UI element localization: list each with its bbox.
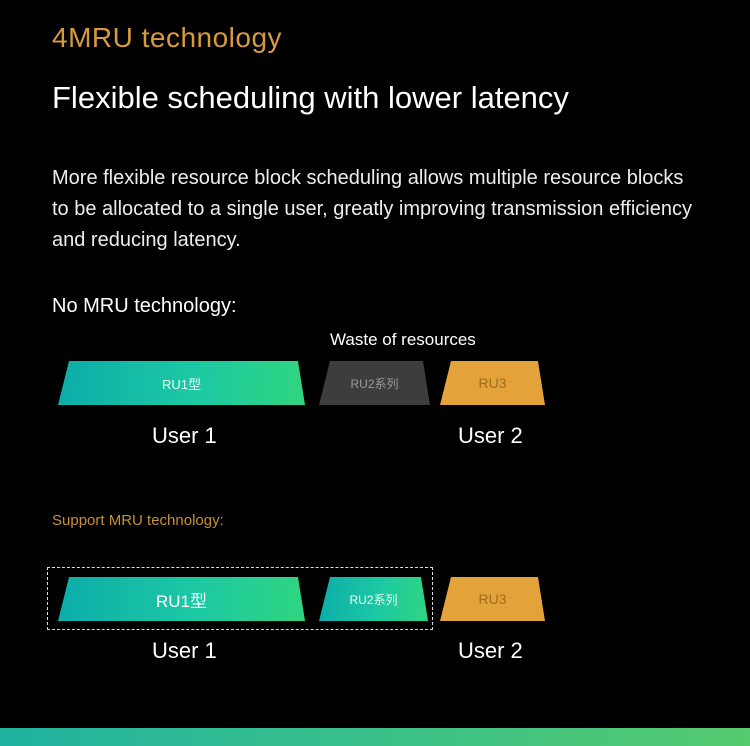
block-ru1-label: RU1型 [161, 376, 201, 392]
support-mru-label: Support MRU technology: [52, 512, 224, 529]
no-mru-label: No MRU technology: [52, 295, 237, 317]
block-ru3-label: RU3 [478, 591, 507, 607]
intro-paragraph: More flexible resource block scheduling … [52, 167, 692, 251]
user1-label-mru: User 1 [152, 638, 217, 663]
block-ru3-mru: RU3 [440, 577, 545, 621]
block-ru2-no-mru: RU2系列 [319, 361, 430, 405]
block-ru1-label: RU1型 [155, 591, 207, 611]
block-ru2-label: RU2系列 [350, 376, 399, 391]
user1-label-no-mru: User 1 [152, 423, 217, 448]
block-ru2-label: RU2系列 [349, 592, 398, 607]
block-ru3-label: RU3 [478, 375, 507, 391]
block-ru1-mru: RU1型 [58, 577, 305, 621]
section-eyebrow: 4MRU technology [52, 22, 283, 53]
page-title: Flexible scheduling with lower latency [52, 80, 569, 115]
block-ru3-no-mru: RU3 [440, 361, 545, 405]
block-ru2-mru: RU2系列 [319, 577, 428, 621]
block-ru1-no-mru: RU1型 [58, 361, 305, 405]
bottom-gradient-bar [0, 728, 750, 746]
user2-label-no-mru: User 2 [458, 423, 523, 448]
mru-grouping-dashed-box [47, 567, 433, 630]
user2-label-mru: User 2 [458, 638, 523, 663]
waste-of-resources-annotation: Waste of resources [330, 330, 476, 349]
